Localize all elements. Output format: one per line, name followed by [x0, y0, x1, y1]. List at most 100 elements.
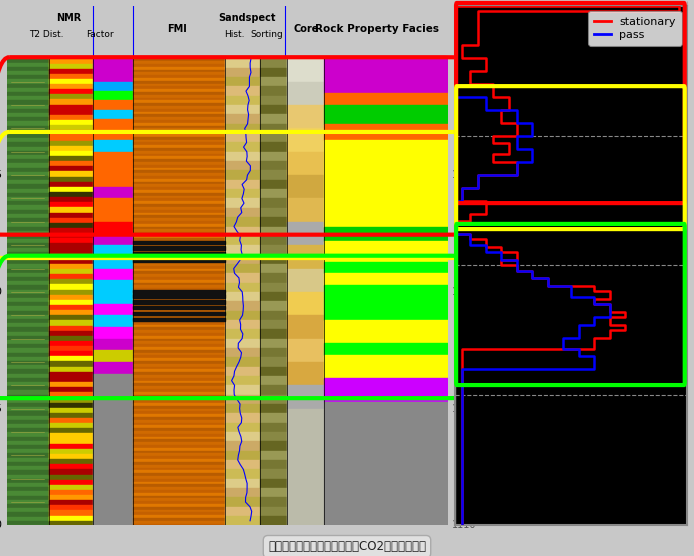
Bar	[260, 115, 287, 124]
Bar	[49, 244, 93, 249]
Bar	[260, 348, 287, 358]
Bar	[133, 210, 225, 212]
Bar	[225, 115, 260, 124]
Bar	[324, 241, 448, 250]
Bar	[93, 292, 133, 304]
Bar	[133, 224, 225, 226]
Bar	[133, 201, 225, 204]
Bar	[225, 282, 260, 292]
Bar	[49, 151, 93, 156]
Bar	[93, 101, 133, 110]
Bar	[225, 86, 260, 96]
Bar	[7, 424, 49, 428]
Bar	[49, 95, 93, 100]
Bar	[133, 512, 225, 515]
Bar	[7, 382, 49, 386]
Bar	[93, 175, 133, 187]
Bar	[324, 355, 448, 366]
Text: 1100: 1100	[452, 287, 477, 297]
Bar	[7, 470, 49, 474]
Bar	[225, 404, 260, 413]
Bar	[133, 67, 225, 70]
Bar	[49, 217, 93, 223]
Bar	[93, 269, 133, 280]
Bar	[133, 339, 225, 341]
Bar	[49, 192, 93, 197]
Bar	[225, 292, 260, 301]
Bar	[133, 179, 225, 182]
Bar	[49, 500, 93, 505]
Bar	[133, 128, 225, 131]
Bar	[133, 86, 225, 89]
Bar	[49, 187, 93, 192]
Bar	[287, 128, 324, 152]
Bar	[7, 327, 49, 331]
Bar	[133, 476, 225, 479]
Bar	[324, 378, 448, 390]
Bar	[133, 521, 225, 524]
Bar	[133, 229, 225, 232]
Bar	[7, 399, 49, 403]
Bar	[7, 285, 49, 290]
Bar	[93, 409, 133, 432]
Bar	[49, 177, 93, 182]
Bar	[49, 444, 93, 449]
Bar	[7, 294, 49, 298]
Bar	[260, 282, 287, 292]
Bar	[7, 92, 49, 96]
Bar	[7, 109, 49, 113]
Bar	[133, 182, 225, 185]
Bar	[133, 198, 225, 201]
Bar	[7, 495, 49, 500]
Bar	[49, 84, 93, 89]
Bar	[49, 115, 93, 120]
Bar	[49, 464, 93, 469]
Bar	[133, 171, 225, 173]
Text: Rock Property Facies: Rock Property Facies	[315, 24, 439, 34]
Text: 1105: 1105	[0, 404, 3, 414]
Bar	[260, 152, 287, 161]
Bar	[225, 329, 260, 339]
Bar	[260, 479, 287, 488]
Bar	[225, 358, 260, 366]
Bar	[7, 449, 49, 454]
Bar	[225, 311, 260, 320]
Bar	[133, 322, 225, 325]
Bar	[49, 259, 93, 264]
Bar	[7, 353, 49, 357]
Text: 1095: 1095	[0, 170, 3, 180]
Bar	[49, 254, 93, 259]
Bar	[324, 366, 448, 378]
Bar	[133, 162, 225, 165]
Bar	[7, 155, 49, 159]
Bar	[133, 109, 225, 112]
Bar	[133, 207, 225, 210]
Bar	[7, 260, 49, 264]
Bar	[133, 78, 225, 81]
Bar	[133, 185, 225, 187]
Bar	[260, 358, 287, 366]
Bar	[133, 490, 225, 493]
Bar	[287, 58, 324, 82]
Bar	[324, 77, 448, 93]
Bar	[133, 436, 225, 439]
Bar	[49, 300, 93, 305]
Bar	[133, 241, 225, 244]
Bar	[93, 245, 133, 257]
Bar	[133, 468, 225, 470]
Bar	[7, 357, 49, 361]
Bar	[7, 121, 49, 126]
Bar	[49, 356, 93, 361]
Bar	[225, 133, 260, 142]
Bar	[49, 100, 93, 105]
Bar	[225, 226, 260, 236]
Bar	[225, 301, 260, 311]
Bar	[49, 171, 93, 177]
Bar	[133, 378, 225, 381]
Bar	[260, 488, 287, 498]
Bar	[7, 235, 49, 239]
Bar	[324, 152, 448, 163]
Bar	[133, 252, 225, 256]
Bar	[49, 207, 93, 212]
Bar	[133, 364, 225, 366]
